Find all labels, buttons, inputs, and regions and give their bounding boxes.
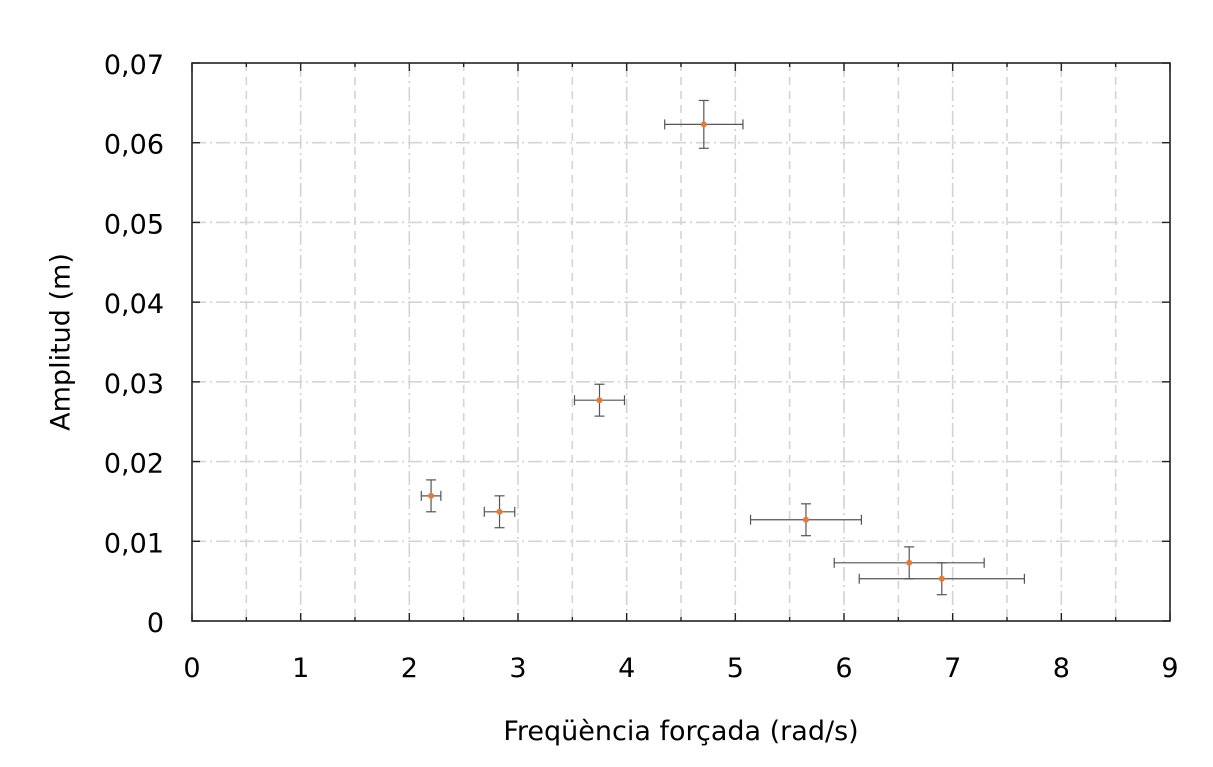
x-tick-label: 9 — [1161, 653, 1178, 684]
point-marker — [596, 397, 603, 404]
y-tick-labels: 0 0,01 0,02 0,03 0,04 0,05 0,06 0,07 — [104, 50, 164, 639]
y-tick-label: 0 — [147, 608, 164, 639]
x-tick-label: 0 — [183, 653, 200, 684]
y-tick-label: 0,03 — [104, 369, 164, 400]
y-tick-label: 0,02 — [104, 449, 164, 480]
point-marker — [802, 516, 809, 523]
x-tick-label: 3 — [509, 653, 526, 684]
data-point — [833, 546, 985, 580]
y-tick-label: 0,05 — [104, 209, 164, 240]
data-point — [420, 479, 442, 513]
y-tick-label: 0,06 — [104, 130, 164, 161]
x-tick-label: 4 — [618, 653, 635, 684]
y-tick-label: 0,04 — [104, 289, 164, 320]
y-tick-label: 0,01 — [104, 528, 164, 559]
grid — [192, 63, 1170, 621]
point-marker — [496, 508, 503, 515]
x-tick-label: 7 — [944, 653, 961, 684]
x-tick-label: 2 — [401, 653, 418, 684]
axis-ticks — [191, 62, 1171, 622]
x-tick-label: 5 — [727, 653, 744, 684]
x-tick-label: 1 — [292, 653, 309, 684]
data-point — [749, 503, 862, 537]
data-point — [858, 562, 1025, 596]
point-marker — [428, 492, 435, 499]
point-marker — [700, 121, 707, 128]
x-tick-label: 6 — [835, 653, 852, 684]
point-marker — [938, 575, 945, 582]
plot-frame — [191, 62, 1171, 622]
x-tick-label: 8 — [1053, 653, 1070, 684]
data-point — [483, 495, 516, 529]
point-marker — [906, 559, 913, 566]
data-points — [420, 99, 1025, 596]
data-point — [664, 99, 744, 149]
data-point — [573, 383, 626, 417]
x-axis-label: Freqüència forçada (rad/s) — [503, 716, 858, 747]
y-tick-label: 0,07 — [104, 50, 164, 81]
y-axis-label: Amplitud (m) — [46, 253, 77, 431]
x-tick-labels: 0 1 2 3 4 5 6 7 8 9 — [183, 653, 1178, 684]
